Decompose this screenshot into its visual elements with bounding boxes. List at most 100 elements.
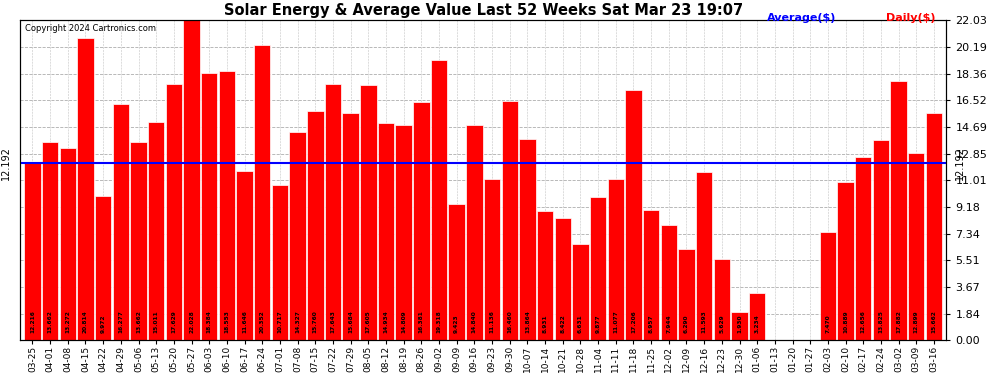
Bar (484, 178, 500, 340)
Text: 13.662: 13.662 (48, 310, 52, 333)
Bar (696, 172, 713, 340)
Bar (643, 210, 659, 340)
Bar (343, 112, 358, 340)
Text: 20.814: 20.814 (83, 310, 88, 333)
Text: 12.192: 12.192 (1, 146, 11, 180)
Text: Average($): Average($) (767, 13, 837, 23)
Bar (855, 156, 871, 340)
Bar (820, 232, 837, 340)
Text: 9.972: 9.972 (101, 315, 106, 333)
Text: 8.931: 8.931 (543, 315, 547, 333)
Text: 17.882: 17.882 (896, 310, 901, 333)
Bar (714, 259, 730, 340)
Text: 9.423: 9.423 (454, 315, 459, 333)
Bar (519, 139, 536, 340)
Bar (131, 142, 147, 340)
Text: 15.011: 15.011 (153, 310, 158, 333)
Text: 7.470: 7.470 (826, 315, 831, 333)
Text: 11.077: 11.077 (613, 310, 619, 333)
Text: 18.553: 18.553 (225, 310, 230, 333)
Text: 15.684: 15.684 (348, 310, 353, 333)
Text: 13.662: 13.662 (136, 310, 141, 333)
Title: Solar Energy & Average Value Last 52 Weeks Sat Mar 23 19:07: Solar Energy & Average Value Last 52 Wee… (224, 3, 742, 18)
Bar (113, 104, 129, 340)
Bar (749, 293, 765, 340)
Bar (59, 148, 76, 340)
Bar (908, 153, 925, 340)
Text: 6.290: 6.290 (684, 315, 689, 333)
Text: 14.934: 14.934 (383, 310, 388, 333)
Text: 17.605: 17.605 (366, 310, 371, 333)
Bar (466, 125, 482, 340)
Bar (554, 218, 571, 340)
Bar (77, 38, 94, 340)
Text: 12.192: 12.192 (955, 146, 965, 180)
Bar (431, 60, 447, 340)
Bar (537, 211, 553, 340)
Text: 19.318: 19.318 (437, 310, 442, 333)
Text: 17.206: 17.206 (631, 310, 636, 333)
Bar (678, 249, 695, 340)
Text: 13.825: 13.825 (878, 310, 883, 333)
Bar (626, 90, 642, 340)
Bar (926, 113, 942, 340)
Bar (42, 142, 58, 340)
Bar (237, 171, 252, 340)
Bar (572, 244, 589, 340)
Text: 22.028: 22.028 (189, 310, 194, 333)
Text: 16.381: 16.381 (419, 310, 424, 333)
Bar (378, 123, 394, 340)
Text: 10.717: 10.717 (277, 310, 282, 333)
Bar (395, 125, 412, 341)
Bar (608, 180, 624, 340)
Text: 7.944: 7.944 (666, 315, 671, 333)
Bar (307, 111, 324, 340)
Bar (95, 195, 112, 340)
Text: 11.136: 11.136 (489, 310, 495, 333)
Bar (201, 73, 218, 341)
Text: 16.460: 16.460 (507, 310, 512, 333)
Bar (289, 132, 306, 340)
Text: 16.277: 16.277 (119, 310, 124, 333)
Bar (271, 185, 288, 340)
Text: 6.631: 6.631 (578, 314, 583, 333)
Text: Daily($): Daily($) (886, 13, 936, 23)
Text: 1.930: 1.930 (737, 315, 742, 333)
Text: 5.629: 5.629 (720, 315, 725, 333)
Bar (838, 182, 853, 340)
Text: 17.629: 17.629 (171, 310, 176, 333)
Bar (660, 225, 677, 340)
Text: 18.384: 18.384 (207, 310, 212, 333)
Bar (219, 71, 236, 341)
Text: 10.889: 10.889 (843, 310, 848, 333)
Text: 14.327: 14.327 (295, 310, 300, 333)
Text: 13.272: 13.272 (65, 310, 70, 333)
Text: 14.840: 14.840 (472, 310, 477, 333)
Text: Copyright 2024 Cartronics.com: Copyright 2024 Cartronics.com (25, 24, 155, 33)
Text: 12.216: 12.216 (30, 310, 35, 333)
Text: 12.899: 12.899 (914, 310, 919, 333)
Bar (24, 163, 41, 340)
Text: 3.234: 3.234 (754, 314, 759, 333)
Text: 8.422: 8.422 (560, 314, 565, 333)
Bar (148, 122, 164, 340)
Bar (183, 20, 200, 340)
Bar (413, 102, 430, 340)
Bar (732, 312, 747, 340)
Text: 8.957: 8.957 (648, 315, 653, 333)
Bar (590, 197, 606, 340)
Bar (502, 101, 518, 340)
Bar (448, 204, 465, 340)
Text: 12.656: 12.656 (860, 310, 865, 333)
Text: 17.643: 17.643 (331, 310, 336, 333)
Bar (325, 84, 342, 340)
Text: 15.760: 15.760 (313, 310, 318, 333)
Bar (254, 45, 270, 340)
Text: 14.809: 14.809 (401, 310, 406, 333)
Bar (360, 85, 376, 340)
Bar (165, 84, 182, 340)
Text: 13.864: 13.864 (525, 310, 530, 333)
Text: 20.352: 20.352 (259, 310, 264, 333)
Text: 9.877: 9.877 (596, 315, 601, 333)
Text: 11.646: 11.646 (243, 310, 248, 333)
